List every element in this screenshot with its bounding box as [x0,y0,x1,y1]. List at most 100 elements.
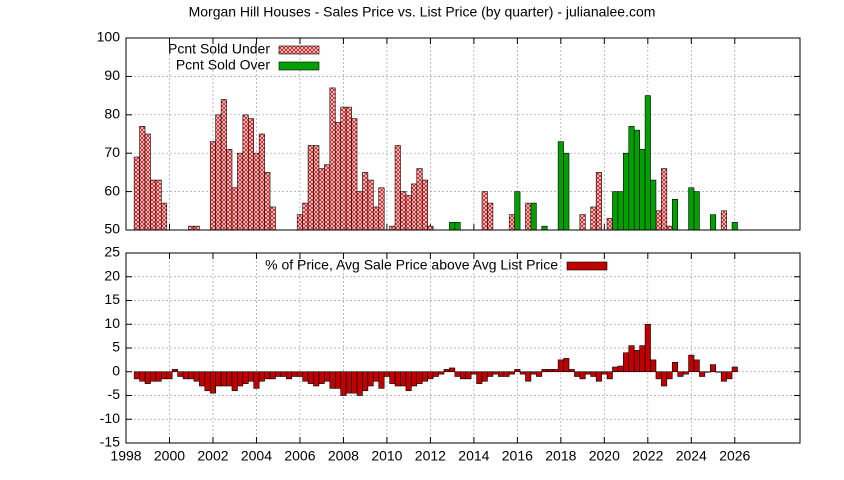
bar [291,371,298,377]
bar [307,145,314,231]
bar [182,371,189,380]
bar [296,214,303,231]
bar [334,371,342,389]
bar [329,371,336,389]
bar [628,345,635,373]
bar [231,187,238,231]
bar [710,364,717,373]
bar [345,106,352,231]
bar [557,141,564,231]
y-tick-label: 0 [112,362,120,378]
bar [595,371,602,382]
bar [253,152,260,231]
legend-label: Pcnt Sold Over [176,57,270,73]
bar [340,371,347,396]
bar [546,369,553,373]
bar [373,206,380,231]
bar [699,371,706,377]
bar [351,118,358,231]
bar [318,168,325,231]
bar [161,371,168,380]
bar [383,371,390,377]
bar [633,350,640,373]
bar [590,206,597,231]
bar [231,371,238,392]
bar [465,371,472,380]
bar [503,371,510,377]
bar [498,371,505,377]
bar [519,371,526,375]
y-tick-label: 90 [104,67,120,83]
bar [378,187,385,231]
x-tick-label: 2020 [589,448,620,464]
legend-swatch [278,61,320,71]
bar [302,202,309,231]
bar [454,371,461,377]
bar [155,371,162,382]
bar [161,202,168,231]
bar [530,371,537,375]
bar [650,359,657,373]
y-tick-label: 10 [104,315,120,331]
legend-swatch [278,45,320,55]
bar [264,172,271,231]
bar [166,371,173,380]
bar [394,371,401,387]
bar [324,164,331,231]
bar [508,214,515,231]
bar [514,191,521,231]
bar [226,149,233,231]
bar [411,371,418,387]
bar [671,361,679,373]
bar [590,371,597,377]
bar [476,371,483,384]
bar [432,371,439,377]
x-tick-label: 2000 [154,448,185,464]
bar [264,371,271,380]
bar [726,371,733,380]
y-tick-label: 60 [104,182,120,198]
bar [666,225,673,231]
bar [644,95,651,231]
bar [400,191,407,231]
bar [682,371,689,375]
y-tick-label: 25 [104,244,120,260]
bar [655,371,662,380]
bar [688,354,695,373]
bar [411,183,418,231]
bar [677,371,684,377]
y-tick-label: 50 [104,221,120,237]
bar [193,225,200,231]
bar [612,366,619,373]
bar [710,214,717,231]
bar [563,358,570,373]
y-tick-label: -5 [108,386,121,402]
bar [269,206,276,231]
chart-title: Morgan Hill Houses - Sales Price vs. Lis… [189,4,656,20]
bar [389,371,396,384]
bar [443,369,450,373]
y-tick-label: -15 [100,434,120,450]
bar [188,371,195,380]
bar [427,371,434,380]
bar [595,172,602,231]
bar [579,214,586,231]
bar [209,371,216,394]
bar [356,191,363,231]
bar [242,114,249,231]
bar [253,371,260,389]
bar [362,172,369,231]
bar [394,145,401,231]
legend-label: Pcnt Sold Under [168,41,270,57]
bar [574,371,581,377]
x-tick-label: 2008 [328,448,359,464]
bar [258,371,265,382]
bar [318,371,325,384]
legend-swatch [566,261,608,271]
bar [204,371,211,392]
bar [405,371,412,392]
bar [720,210,727,231]
bar [139,126,146,231]
bar [302,371,309,382]
